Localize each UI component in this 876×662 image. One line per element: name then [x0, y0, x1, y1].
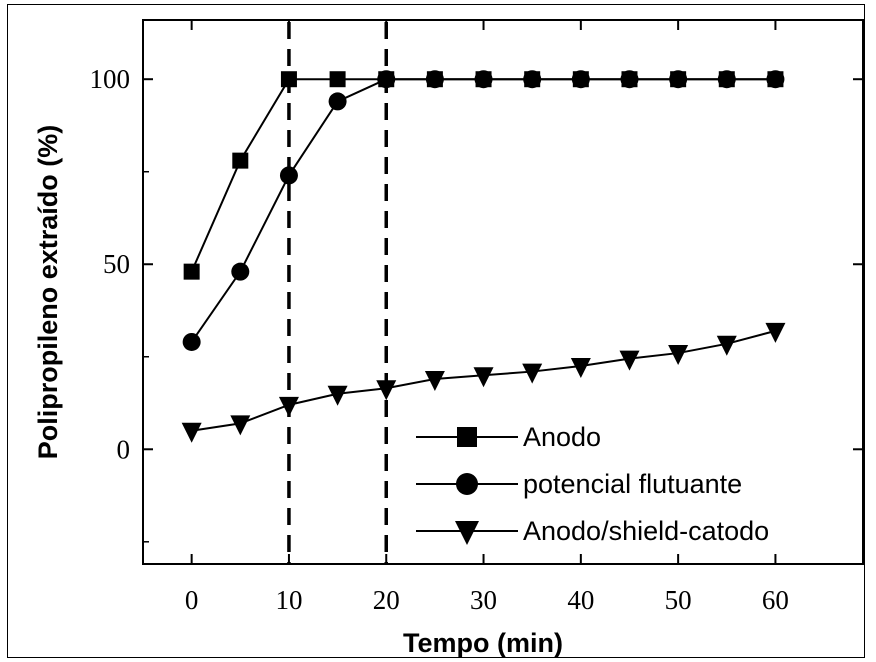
data-point-circle: [231, 262, 250, 281]
data-point-circle: [377, 70, 396, 89]
x-tick-label: 60: [762, 585, 789, 615]
series-line-0: [190, 78, 776, 273]
data-point-triangle-down: [327, 385, 348, 406]
data-point-circle: [279, 166, 298, 185]
data-point-square: [280, 71, 297, 88]
data-point-square: [183, 263, 200, 280]
reference-lines: [287, 22, 388, 564]
data-point-triangle-down: [668, 345, 689, 366]
legend-marker-triangle-down: [455, 521, 479, 545]
legend-marker-square: [457, 427, 477, 447]
data-point-triangle-down: [619, 350, 640, 371]
data-point-circle: [620, 70, 639, 89]
data-point-triangle-down: [570, 358, 591, 379]
x-axis-title: Tempo (min): [403, 628, 563, 658]
series-markers: [181, 70, 786, 443]
legend-label: potencial flutuante: [523, 469, 742, 499]
tick-labels: 0 10 20 30 40 50 60 0 50 100: [90, 64, 789, 615]
x-tick-label: 40: [567, 585, 594, 615]
data-point-circle: [766, 70, 785, 89]
data-point-triangle-down: [181, 422, 202, 443]
axis-ticks: [143, 20, 863, 564]
data-point-triangle-down: [230, 415, 251, 436]
data-point-circle: [523, 70, 542, 89]
data-point-triangle-down: [716, 335, 737, 356]
data-point-triangle-down: [765, 322, 786, 343]
legend-marker-circle: [456, 473, 478, 495]
y-tick-label: 100: [90, 64, 131, 94]
data-point-circle: [182, 332, 201, 351]
legend-label: Anodo/shield-catodo: [523, 516, 769, 546]
data-point-circle: [669, 70, 688, 89]
data-point-triangle-down: [278, 396, 299, 417]
plot-area-border: [142, 19, 864, 565]
data-point-square: [232, 152, 249, 169]
y-tick-label: 50: [103, 249, 130, 279]
x-tick-label: 30: [470, 585, 497, 615]
y-tick-label: 0: [117, 434, 131, 464]
data-point-circle: [328, 92, 347, 111]
data-point-circle: [717, 70, 736, 89]
x-tick-label: 20: [373, 585, 400, 615]
data-point-circle: [571, 70, 590, 89]
data-point-triangle-down: [424, 370, 445, 391]
x-tick-label: 10: [275, 585, 302, 615]
x-tick-label: 50: [665, 585, 692, 615]
figure-frame: [7, 4, 865, 658]
data-point-circle: [474, 70, 493, 89]
data-point-triangle-down: [376, 380, 397, 401]
series-line-1: [190, 78, 776, 343]
x-tick-label: 0: [185, 585, 199, 615]
data-point-square: [329, 71, 346, 88]
y-axis-title: Polipropileno extraído (%): [33, 125, 63, 460]
legend: Anodo potencial flutuante Anodo/shield-cat…: [416, 422, 769, 546]
legend-label: Anodo: [523, 422, 601, 452]
data-point-triangle-down: [473, 367, 494, 388]
data-point-circle: [425, 70, 444, 89]
data-point-triangle-down: [522, 363, 543, 384]
